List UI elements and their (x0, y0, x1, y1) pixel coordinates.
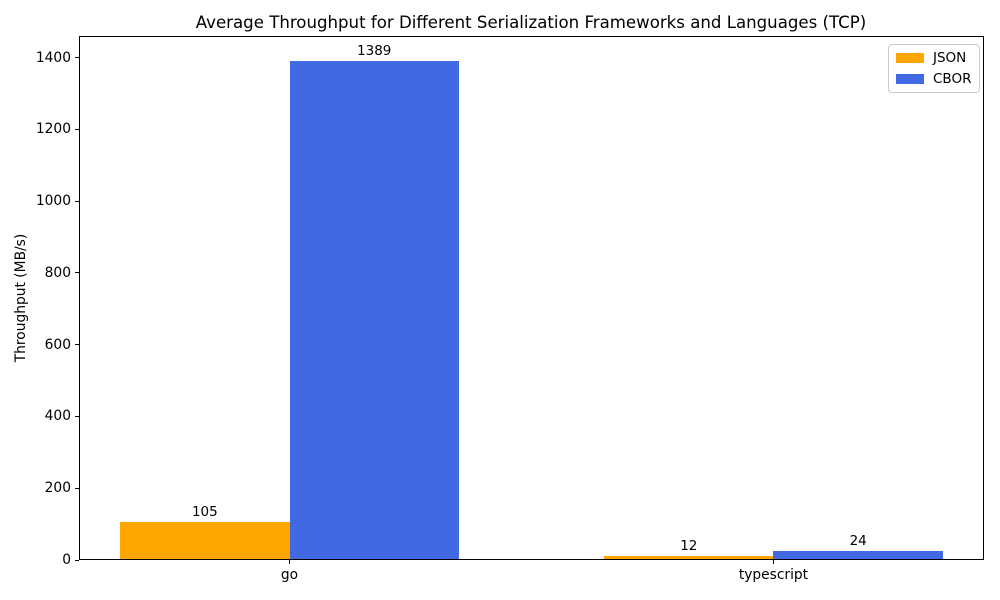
y-tick-label: 600 (44, 336, 71, 353)
bar-value-label: 1389 (357, 43, 392, 60)
bar-json-go (120, 522, 290, 559)
x-tick-mark (772, 560, 774, 564)
legend-item-cbor: CBOR (896, 71, 971, 87)
plot-area (79, 36, 984, 560)
y-tick-mark (75, 128, 79, 130)
y-tick-label: 200 (44, 480, 71, 497)
bar-value-label: 24 (849, 533, 867, 550)
chart-title: Average Throughput for Different Seriali… (195, 13, 867, 32)
x-tick-label-typescript: typescript (738, 567, 809, 583)
y-tick-mark (75, 272, 79, 274)
y-tick-mark (75, 415, 79, 417)
bar-value-label: 12 (680, 537, 698, 554)
y-tick-mark (75, 487, 79, 489)
bar-json-typescript (604, 555, 774, 559)
json-color-swatch (896, 53, 924, 63)
y-tick-mark (75, 57, 79, 59)
legend: JSON CBOR (888, 44, 981, 93)
x-tick-mark (289, 560, 291, 564)
bar-cbor-go (289, 61, 459, 559)
y-tick-label: 1400 (35, 49, 71, 66)
bar-value-label: 105 (191, 504, 218, 521)
y-tick-label: 800 (44, 264, 71, 281)
y-tick-mark (75, 559, 79, 561)
bar-cbor-typescript (773, 551, 943, 559)
y-tick-mark (75, 200, 79, 202)
legend-item-json: JSON (896, 50, 971, 66)
y-tick-label: 1200 (35, 121, 71, 138)
cbor-color-swatch (896, 74, 924, 84)
legend-label-cbor: CBOR (933, 71, 972, 87)
y-tick-label: 1000 (35, 193, 71, 210)
y-tick-mark (75, 344, 79, 346)
legend-label-json: JSON (933, 50, 967, 66)
y-tick-label: 400 (44, 408, 71, 425)
y-tick-label: 0 (62, 552, 71, 568)
x-tick-label-go: go (280, 567, 299, 583)
